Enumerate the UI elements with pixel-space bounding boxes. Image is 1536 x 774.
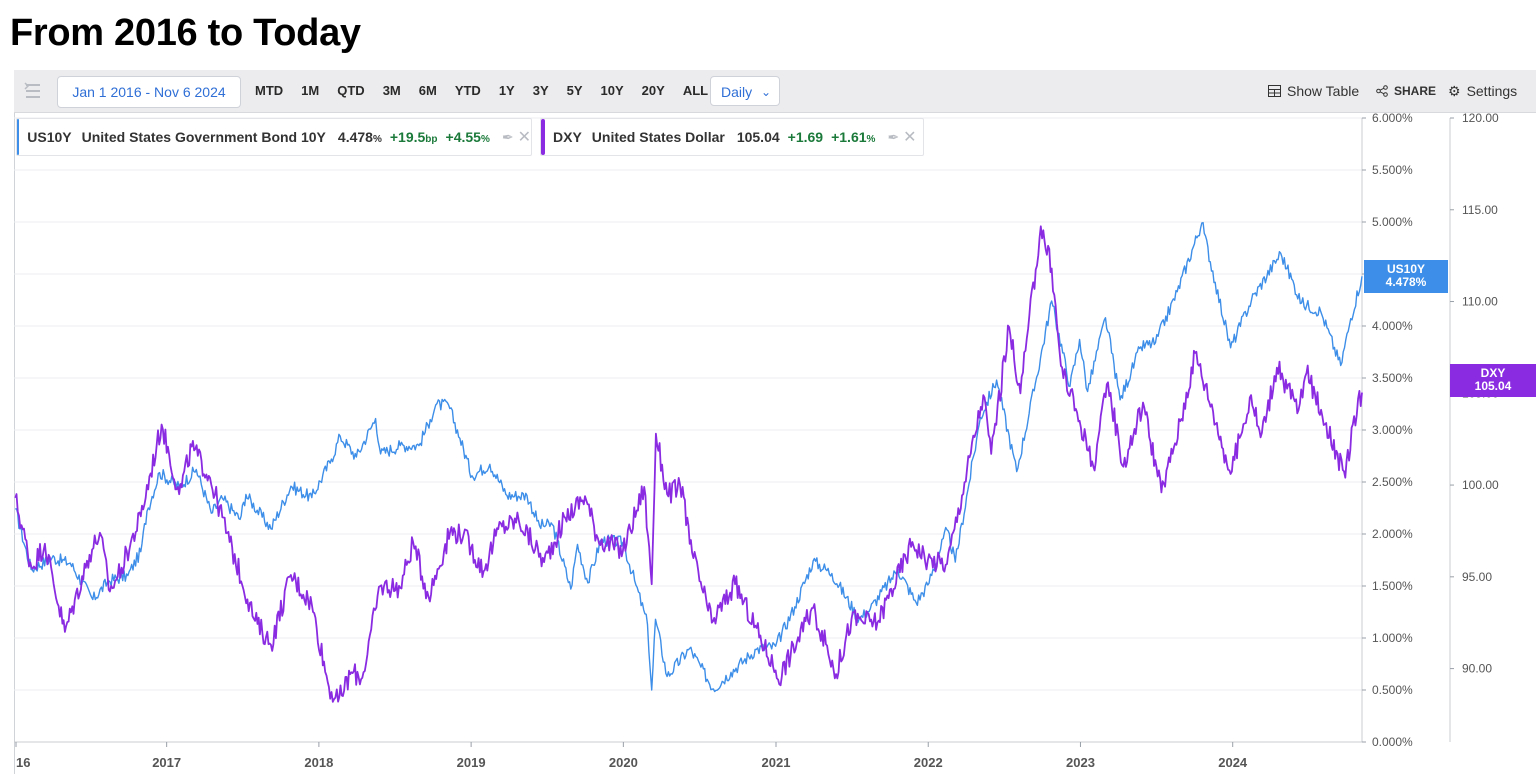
interval-select[interactable]: Daily ⌄: [710, 76, 780, 106]
plot-area: [14, 222, 1363, 703]
x-tick-label: 16: [16, 755, 30, 770]
x-tick-label: 2018: [304, 755, 333, 770]
legend-value: 105.04: [736, 129, 780, 145]
range-mtd[interactable]: MTD: [255, 83, 284, 98]
brush-icon[interactable]: ✒: [501, 128, 514, 145]
collapse-icon[interactable]: [22, 80, 44, 102]
close-icon[interactable]: ✕: [517, 129, 531, 146]
chevron-down-icon: ⌄: [760, 85, 771, 99]
range-1y[interactable]: 1Y: [498, 83, 515, 98]
x-axis: 16 2017 2018 2019 2020 2021 2022 2023 2024: [14, 741, 1362, 770]
toolbar: Jan 1 2016 - Nov 6 2024 MTD 1M QTD 3M 6M YTD 1…: [14, 70, 1536, 113]
legend-change: +1.69: [787, 129, 824, 145]
left-tick-label: 1.500%: [1372, 579, 1413, 593]
legend-pct-change: +1.61%: [831, 129, 876, 145]
left-tick-label: 0.500%: [1372, 683, 1413, 697]
legend-color-bar: [541, 119, 545, 155]
series-line-dxy: [14, 225, 1363, 703]
settings-label: Settings: [1466, 83, 1518, 99]
grid-lines: [14, 117, 1362, 743]
range-qtd[interactable]: QTD: [337, 83, 365, 98]
badge-label: US10Y: [1386, 262, 1426, 276]
gear-icon: ⚙: [1448, 83, 1461, 99]
legend-change: +19.5bp: [389, 129, 438, 145]
table-icon: [1268, 85, 1281, 97]
interval-value: Daily: [721, 84, 753, 100]
legend-color-bar: [17, 119, 20, 155]
left-tick-label: 5.000%: [1372, 215, 1413, 229]
chart-frame: [14, 70, 1536, 774]
legend-value: 4.478%: [337, 129, 382, 145]
share-icon: [1376, 85, 1388, 97]
right-tick-label: 100.00: [1462, 478, 1499, 492]
left-tick-label: 2.500%: [1372, 475, 1413, 489]
x-tick-label: 2019: [457, 755, 486, 770]
left-tick-label: 6.000%: [1372, 111, 1413, 125]
badge-value: 105.04: [1474, 379, 1512, 393]
right-tick-label: 120.00: [1462, 111, 1499, 125]
x-tick-label: 2023: [1066, 755, 1095, 770]
range-5y[interactable]: 5Y: [566, 83, 583, 98]
left-tick-label: 5.500%: [1372, 163, 1413, 177]
x-tick-label: 2021: [762, 755, 791, 770]
badge-value: 4.478%: [1385, 275, 1427, 289]
x-tick-label: 2024: [1218, 755, 1248, 770]
right-tick-label: 115.00: [1462, 203, 1498, 217]
range-1m[interactable]: 1M: [301, 83, 320, 98]
series-line-us10y: [15, 222, 1363, 693]
x-tick-label: 2022: [914, 755, 943, 770]
range-buttons: MTD 1M QTD 3M 6M YTD 1Y 3Y 5Y 10Y 20Y ALL: [246, 70, 717, 112]
us10y-last-value-badge: US10Y 4.478%: [1364, 260, 1448, 293]
x-tick-label: 2020: [609, 755, 638, 770]
share-label: SHARE: [1394, 84, 1437, 98]
legend-item-us10y[interactable]: US10Y United States Government Bond 10Y …: [16, 118, 532, 156]
share-button[interactable]: SHARE: [1376, 70, 1436, 112]
close-icon[interactable]: ✕: [903, 129, 917, 146]
range-10y[interactable]: 10Y: [600, 83, 624, 98]
left-tick-label: 3.500%: [1372, 371, 1413, 385]
x-tick-label: 2017: [152, 755, 181, 770]
show-table-button[interactable]: Show Table: [1268, 70, 1359, 112]
range-3y[interactable]: 3Y: [532, 83, 549, 98]
legend-pct-change: +4.55%: [445, 129, 490, 145]
left-tick-label: 0.000%: [1372, 735, 1413, 749]
right-tick-label: 95.00: [1462, 570, 1492, 584]
left-tick-label: 4.000%: [1372, 319, 1413, 333]
left-tick-label: 2.000%: [1372, 527, 1413, 541]
legend-item-dxy[interactable]: DXY United States Dollar 105.04 +1.69 +1…: [540, 118, 924, 156]
legend-name: United States Government Bond 10Y: [81, 129, 326, 145]
range-6m[interactable]: 6M: [418, 83, 437, 98]
badge-label: DXY: [1480, 366, 1506, 380]
right-tick-label: 90.00: [1462, 662, 1492, 676]
dxy-last-value-badge: DXY 105.04: [1450, 364, 1536, 397]
brush-icon[interactable]: ✒: [887, 128, 900, 145]
left-axis: 0.000% 0.500% 1.000% 1.500% 2.000% 2.500% 3.00…: [1361, 111, 1413, 749]
legend-symbol: US10Y: [27, 129, 72, 145]
right-tick-label: 110.00: [1462, 295, 1498, 309]
settings-button[interactable]: ⚙ Settings: [1448, 70, 1517, 112]
page-title: From 2016 to Today: [10, 12, 361, 54]
range-20y[interactable]: 20Y: [641, 83, 665, 98]
range-ytd[interactable]: YTD: [454, 83, 481, 98]
range-all[interactable]: ALL: [682, 83, 709, 98]
legend-symbol: DXY: [553, 129, 582, 145]
left-tick-label: 3.000%: [1372, 423, 1413, 437]
show-table-label: Show Table: [1287, 83, 1360, 99]
date-range-picker[interactable]: Jan 1 2016 - Nov 6 2024: [57, 76, 241, 108]
legend-name: United States Dollar: [591, 129, 725, 145]
left-tick-label: 1.000%: [1372, 631, 1413, 645]
range-3m[interactable]: 3M: [382, 83, 401, 98]
